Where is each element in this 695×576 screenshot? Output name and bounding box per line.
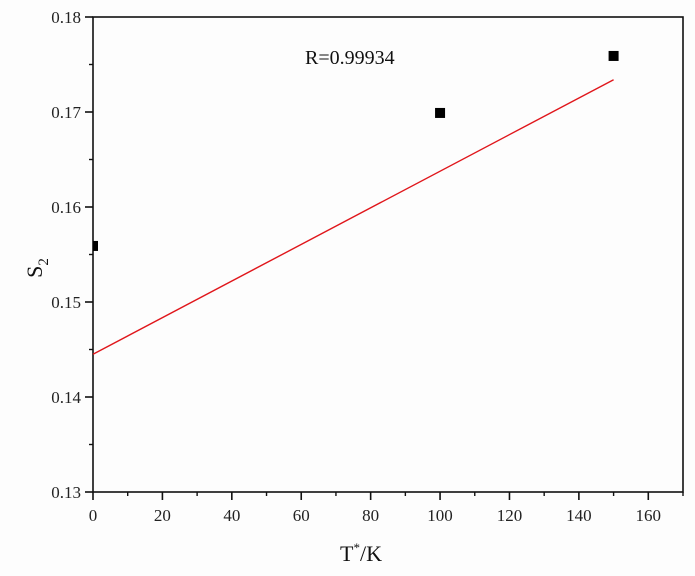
- x-tick-label: 60: [293, 506, 310, 525]
- fit-line: [92, 79, 614, 355]
- fit-line-segment: [92, 79, 614, 355]
- x-tick-label: 40: [223, 506, 240, 525]
- y-tick-label: 0.15: [51, 293, 81, 312]
- y-axis-ticks: 0.13 0.14 0.15 0.16 0.17 0.18: [51, 8, 93, 502]
- plot-frame: [92, 16, 684, 493]
- data-points: [93, 50, 619, 251]
- y-tick-label: 0.17: [51, 103, 81, 122]
- data-point-square: [608, 50, 619, 61]
- r-value-annotation: R=0.99934: [305, 47, 395, 69]
- x-tick-label: 80: [362, 506, 379, 525]
- x-tick-label: 0: [89, 506, 98, 525]
- y-tick-label: 0.18: [51, 8, 81, 27]
- x-axis-title: T*/K: [340, 540, 382, 566]
- x-tick-label: 20: [154, 506, 171, 525]
- x-tick-label: 140: [566, 506, 592, 525]
- y-axis-title: S2: [22, 258, 52, 278]
- x-tick-label: 160: [636, 506, 662, 525]
- y-tick-label: 0.16: [51, 198, 81, 217]
- x-axis-ticks: 0 20 40 60 80 100 120 140 160: [89, 492, 684, 525]
- data-point-square: [435, 107, 446, 118]
- data-point-square: [93, 240, 98, 251]
- y-tick-label: 0.13: [51, 483, 81, 502]
- y-tick-label: 0.14: [51, 388, 81, 407]
- x-tick-label: 100: [427, 506, 453, 525]
- x-tick-label: 120: [497, 506, 523, 525]
